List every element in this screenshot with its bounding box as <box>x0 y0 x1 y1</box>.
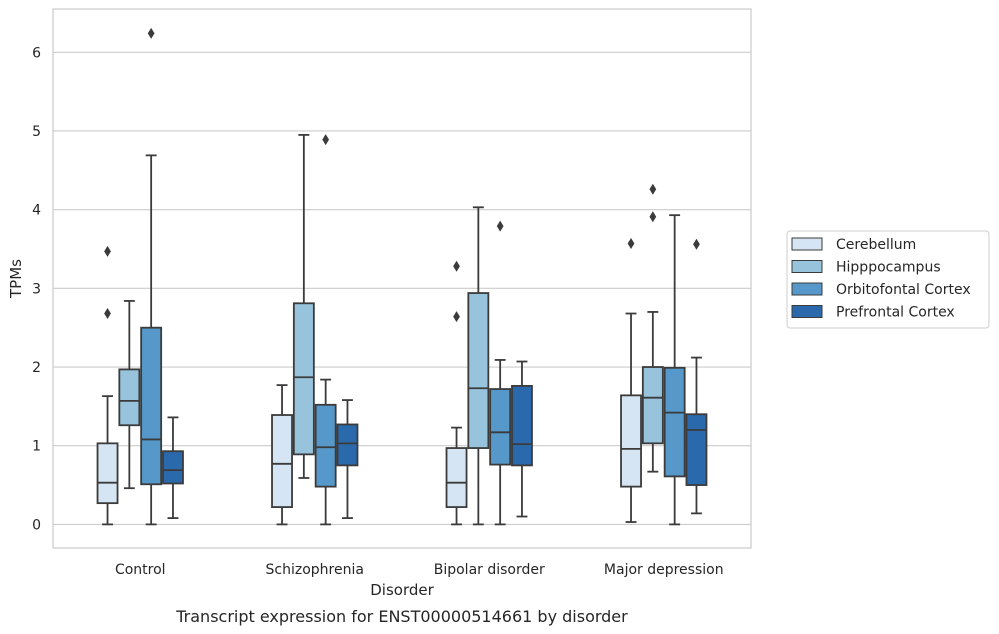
legend-frame <box>786 230 990 329</box>
outlier-point <box>453 311 460 323</box>
legend-item: Hipppocampus <box>791 260 941 276</box>
box-iqr <box>489 388 512 466</box>
box <box>511 360 533 518</box>
x-axis-label: Disorder <box>370 581 434 599</box>
outlier-point <box>649 211 657 223</box>
box-iqr <box>314 403 337 488</box>
x-tick-labels: Control Schizophrenia Bipolar disorder Majo… <box>115 562 724 578</box>
outlier-point <box>453 260 460 272</box>
box <box>445 260 468 526</box>
box <box>96 245 119 526</box>
box <box>467 206 490 526</box>
x-tick-label: Major depression <box>604 562 724 578</box>
box-iqr <box>620 394 642 488</box>
y-axis-label: TPMs <box>7 259 25 299</box>
box <box>118 300 141 490</box>
outlier-point <box>104 308 111 320</box>
outlier-point <box>693 238 700 250</box>
plot-area-frame <box>52 8 752 549</box>
legend-label: Orbitofontal Cortex <box>836 282 971 298</box>
box-iqr <box>162 450 184 485</box>
legend-swatch <box>791 260 823 273</box>
box <box>663 214 686 526</box>
y-tick-label: 4 <box>32 203 41 219</box>
box-iqr <box>271 414 293 508</box>
box <box>489 220 512 526</box>
box <box>162 416 184 519</box>
legend-item: Cerebellum <box>791 237 916 253</box>
boxes <box>96 27 708 526</box>
legend-swatch <box>791 282 823 296</box>
box-iqr <box>292 302 315 456</box>
x-tick-label: Bipolar disorder <box>434 562 545 578</box>
x-tick-label: Schizophrenia <box>266 562 364 578</box>
box <box>685 238 708 515</box>
y-tick-label: 2 <box>32 360 41 376</box>
y-tick-label: 5 <box>32 124 41 140</box>
outlier-point <box>649 183 657 195</box>
y-tick-labels: 0 1 2 3 4 5 6 <box>32 45 41 533</box>
legend-swatch <box>791 237 823 251</box>
box <box>336 399 359 519</box>
box <box>314 134 337 526</box>
box-iqr <box>336 423 359 467</box>
outlier-point <box>496 220 504 232</box>
box <box>641 183 664 473</box>
y-tick-label: 1 <box>32 439 41 455</box>
legend-item: Prefrontal Cortex <box>791 305 955 321</box>
box-iqr <box>118 368 141 427</box>
y-tick-label: 0 <box>32 517 41 533</box>
legend-label: Hipppocampus <box>836 260 941 276</box>
legend-item: Orbitofontal Cortex <box>791 282 971 298</box>
outlier-point <box>147 27 155 39</box>
box-iqr <box>641 366 664 445</box>
chart-caption: Transcript expression for ENST0000051466… <box>175 607 628 626</box>
x-tick-label: Control <box>115 562 166 578</box>
box-iqr <box>663 366 686 478</box>
box <box>271 384 293 526</box>
box <box>620 237 642 523</box>
legend-label: Prefrontal Cortex <box>836 305 955 321</box>
outlier-point <box>627 237 635 249</box>
box <box>140 27 163 526</box>
box-iqr <box>467 292 490 449</box>
box-iqr <box>511 385 533 467</box>
legend-label: Cerebellum <box>836 237 916 253</box>
outlier-point <box>322 134 330 146</box>
legend-swatch <box>791 305 823 318</box>
box-iqr <box>445 447 468 508</box>
y-tick-label: 3 <box>32 281 41 297</box>
box <box>292 133 315 479</box>
outlier-point <box>104 245 111 257</box>
box-iqr <box>685 413 708 486</box>
legend: Cerebellum Hipppocampus Orbitofontal Corte… <box>786 230 990 329</box>
grid-lines <box>53 51 751 525</box>
box-iqr <box>96 442 119 505</box>
y-tick-label: 6 <box>32 45 41 61</box>
box-iqr <box>140 326 163 486</box>
